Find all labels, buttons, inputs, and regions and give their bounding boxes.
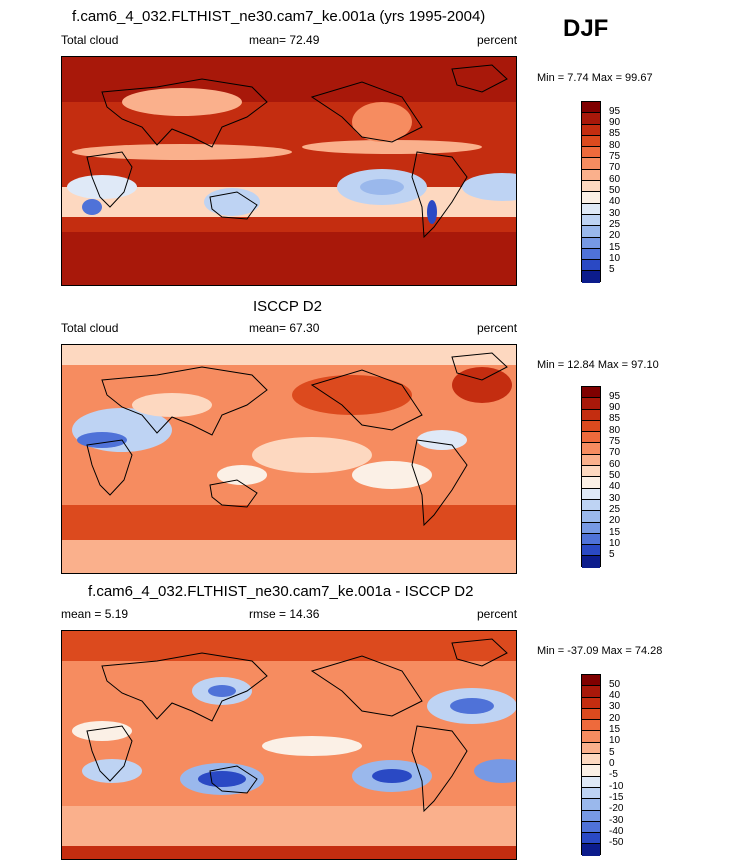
cbar-tick: 25 (609, 219, 621, 230)
cbar-tick: 80 (609, 425, 621, 436)
panel1-title: f.cam6_4_032.FLTHIST_ne30.cam7_ke.001a (… (72, 8, 486, 25)
cbar-tick: 40 (609, 196, 621, 207)
cbar-tick: 20 (609, 230, 621, 241)
cbar-tick: 75 (609, 436, 621, 447)
panel3-rmse-label: rmse = 14.36 (249, 607, 320, 621)
cbar-tick: 10 (609, 538, 621, 549)
cbar-tick: 10 (609, 735, 621, 746)
cbar-tick: 80 (609, 140, 621, 151)
cbar-tick: 15 (609, 527, 621, 538)
cbar-tick: 20 (609, 713, 621, 724)
cbar-tick: 60 (609, 174, 621, 185)
panel2-minmax: Min = 12.84 Max = 97.10 (537, 359, 659, 371)
cbar-tick: 75 (609, 151, 621, 162)
cbar-tick: -40 (609, 826, 624, 837)
cbar-tick: 5 (609, 264, 615, 275)
cbar-tick: 50 (609, 470, 621, 481)
cbar-tick: 60 (609, 459, 621, 470)
panel1-units-label: percent (477, 33, 518, 47)
cbar-tick: 95 (609, 391, 621, 402)
panel3-colorbar (581, 674, 601, 856)
cbar-tick: -15 (609, 792, 624, 803)
panel2-colorbar (581, 386, 601, 568)
panel1-left-label: Total cloud (61, 33, 119, 47)
cbar-tick: 95 (609, 106, 621, 117)
cbar-tick: 5 (609, 747, 615, 758)
panel1-map (61, 56, 517, 286)
cbar-tick: 50 (609, 679, 621, 690)
cbar-tick: 15 (609, 242, 621, 253)
cbar-tick: 40 (609, 481, 621, 492)
cbar-tick: -10 (609, 781, 624, 792)
cbar-tick: 70 (609, 162, 621, 173)
cbar-tick: 5 (609, 549, 615, 560)
panel3-minmax: Min = -37.09 Max = 74.28 (537, 645, 663, 657)
panel2-title: ISCCP D2 (253, 298, 322, 315)
cbar-tick: 30 (609, 208, 621, 219)
panel2-mean-label: mean= 67.30 (249, 321, 320, 335)
cbar-tick: 70 (609, 447, 621, 458)
panel3-map (61, 630, 517, 860)
cbar-tick: 25 (609, 504, 621, 515)
cbar-tick: -30 (609, 815, 624, 826)
panel1-colorbar (581, 101, 601, 283)
cbar-tick: 85 (609, 128, 621, 139)
cbar-tick: 50 (609, 185, 621, 196)
cbar-tick: 90 (609, 117, 621, 128)
cbar-tick: 30 (609, 701, 621, 712)
panel2-units-label: percent (477, 321, 518, 335)
cbar-tick: 90 (609, 402, 621, 413)
cbar-tick: 10 (609, 253, 621, 264)
cbar-tick: 30 (609, 493, 621, 504)
cbar-tick: -50 (609, 837, 624, 848)
cbar-tick: 85 (609, 413, 621, 424)
panel2-map (61, 344, 517, 574)
cbar-tick: -20 (609, 803, 624, 814)
panel3-title: f.cam6_4_032.FLTHIST_ne30.cam7_ke.001a -… (88, 583, 474, 600)
cbar-tick: -5 (609, 769, 618, 780)
season-label: DJF (563, 15, 609, 42)
panel3-mean-label: mean = 5.19 (61, 607, 129, 621)
panel3-units-label: percent (477, 607, 518, 621)
cbar-tick: 40 (609, 690, 621, 701)
cbar-tick: 20 (609, 515, 621, 526)
cbar-tick: 15 (609, 724, 621, 735)
panel1-mean-label: mean= 72.49 (249, 33, 320, 47)
panel2-left-label: Total cloud (61, 321, 119, 335)
panel1-minmax: Min = 7.74 Max = 99.67 (537, 72, 653, 84)
cbar-tick: 0 (609, 758, 615, 769)
